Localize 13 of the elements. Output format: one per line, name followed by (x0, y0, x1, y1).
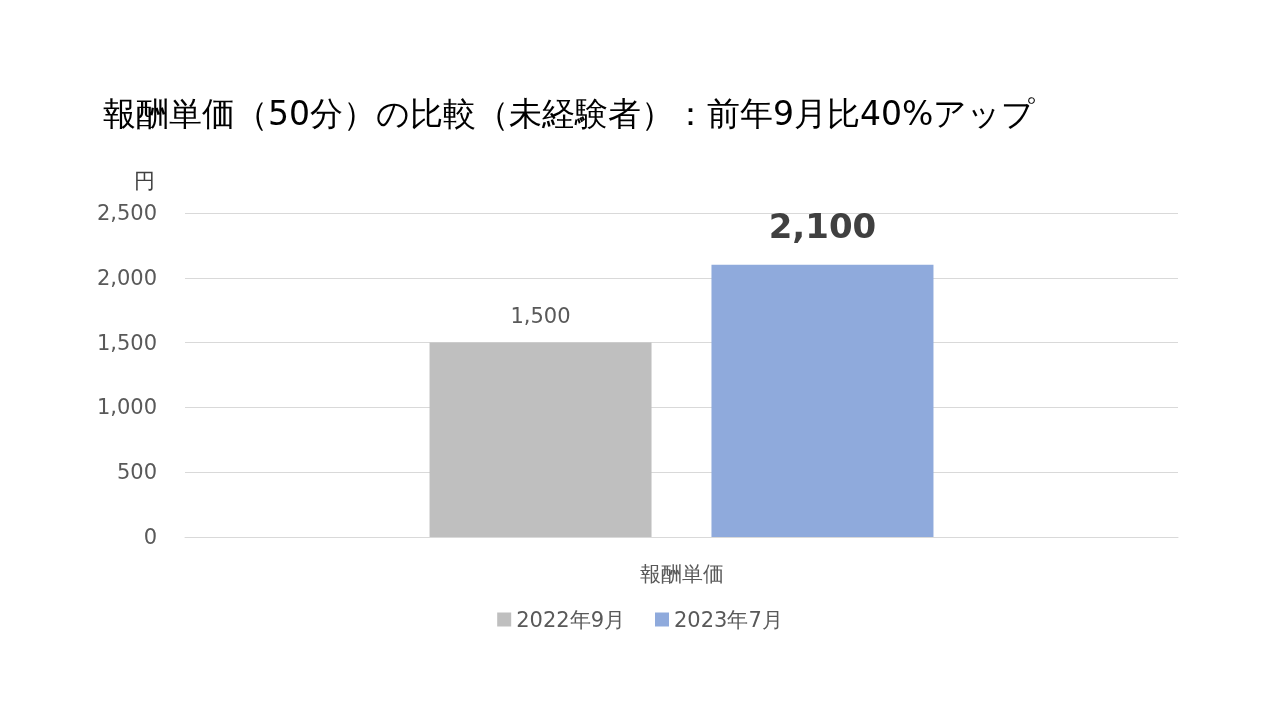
y-tick-label: 500 (116, 460, 157, 485)
y-axis-title: 円 (134, 168, 155, 193)
y-tick-label: 0 (143, 525, 157, 549)
y-tick-label: 2,500 (96, 201, 157, 225)
y-tick-label: 1,000 (96, 395, 157, 420)
data-label: 2,100 (768, 205, 877, 246)
y-tick-label: 1,500 (96, 330, 157, 355)
chart-title: 報酬単価（50分）の比較（未経験者）：前年9月比40%アップ (103, 94, 1036, 133)
data-label: 1,500 (510, 304, 571, 329)
x-tick-label: 報酬単価 (639, 561, 724, 586)
legend-label: 2023年7月 (674, 607, 783, 632)
legend-label: 2022年9月 (516, 607, 626, 632)
y-tick-label: 2,000 (96, 265, 157, 290)
